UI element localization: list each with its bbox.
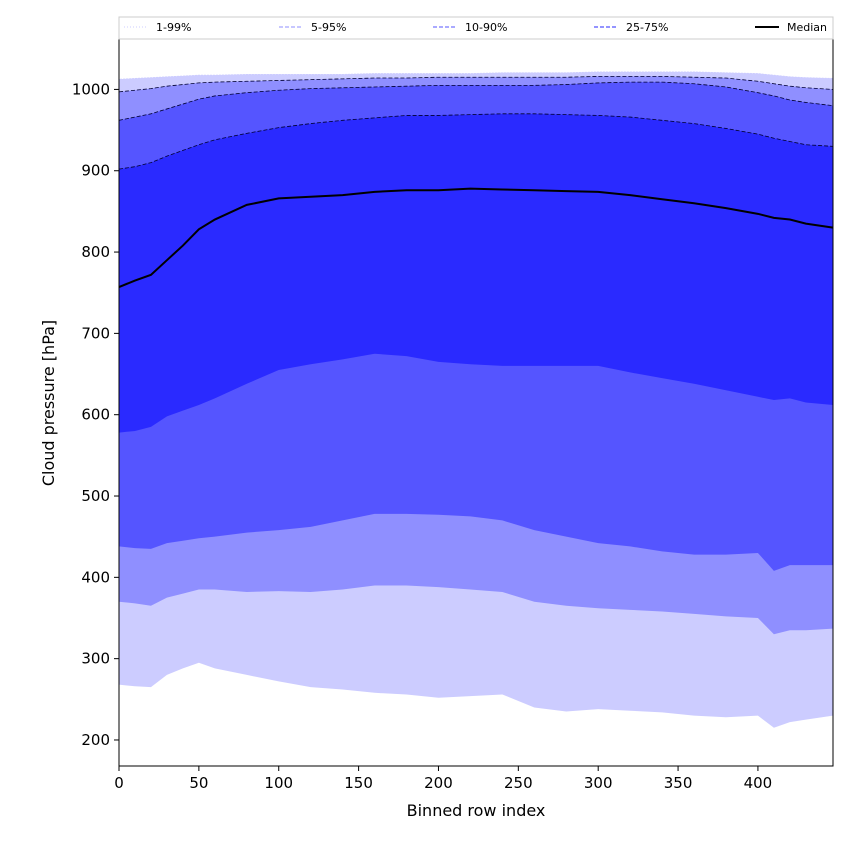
y-tick-label: 400 [81, 568, 110, 586]
legend-label-5-95%: 5-95% [311, 21, 346, 34]
y-tick-label: 1000 [72, 80, 110, 98]
y-tick-label: 600 [81, 406, 110, 424]
legend-box [118, 16, 834, 40]
band-upper-edge-25-75% [118, 113, 834, 170]
x-axis-ticks: 0 50 100 150 200 250 300 350 400 [114, 766, 772, 792]
series-lines [118, 71, 834, 288]
series-line-Median [118, 187, 834, 288]
y-axis-ticks: 200 300 400 500 600 700 800 900 1000 [72, 80, 119, 749]
x-tick-label: 400 [744, 774, 773, 792]
x-tick-label: 0 [114, 774, 124, 792]
percentile-bands [119, 71, 833, 728]
band-25-75% [119, 113, 833, 433]
x-tick-label: 200 [424, 774, 453, 792]
y-tick-label: 300 [81, 650, 110, 668]
x-tick-label: 100 [264, 774, 293, 792]
legend: 1-99% 5-95% 10-90% 25-75% Median [118, 16, 834, 40]
x-tick-label: 300 [584, 774, 613, 792]
legend-label-10-90%: 10-90% [465, 21, 507, 34]
y-tick-label: 800 [81, 243, 110, 261]
x-tick-label: 150 [344, 774, 373, 792]
y-tick-label: 700 [81, 324, 110, 342]
legend-label-Median: Median [787, 21, 827, 34]
band-upper-edge-5-95% [118, 76, 834, 93]
x-tick-label: 350 [664, 774, 693, 792]
legend-label-1-99%: 1-99% [156, 21, 191, 34]
x-tick-label: 250 [504, 774, 533, 792]
x-axis-label: Binned row index [407, 801, 546, 820]
x-tick-label: 50 [189, 774, 208, 792]
y-tick-label: 900 [81, 162, 110, 180]
band-upper-edge-10-90% [118, 81, 834, 121]
y-tick-label: 500 [81, 487, 110, 505]
y-tick-label: 200 [81, 731, 110, 749]
legend-label-25-75%: 25-75% [626, 21, 668, 34]
y-axis-label: Cloud pressure [hPa] [39, 320, 58, 486]
